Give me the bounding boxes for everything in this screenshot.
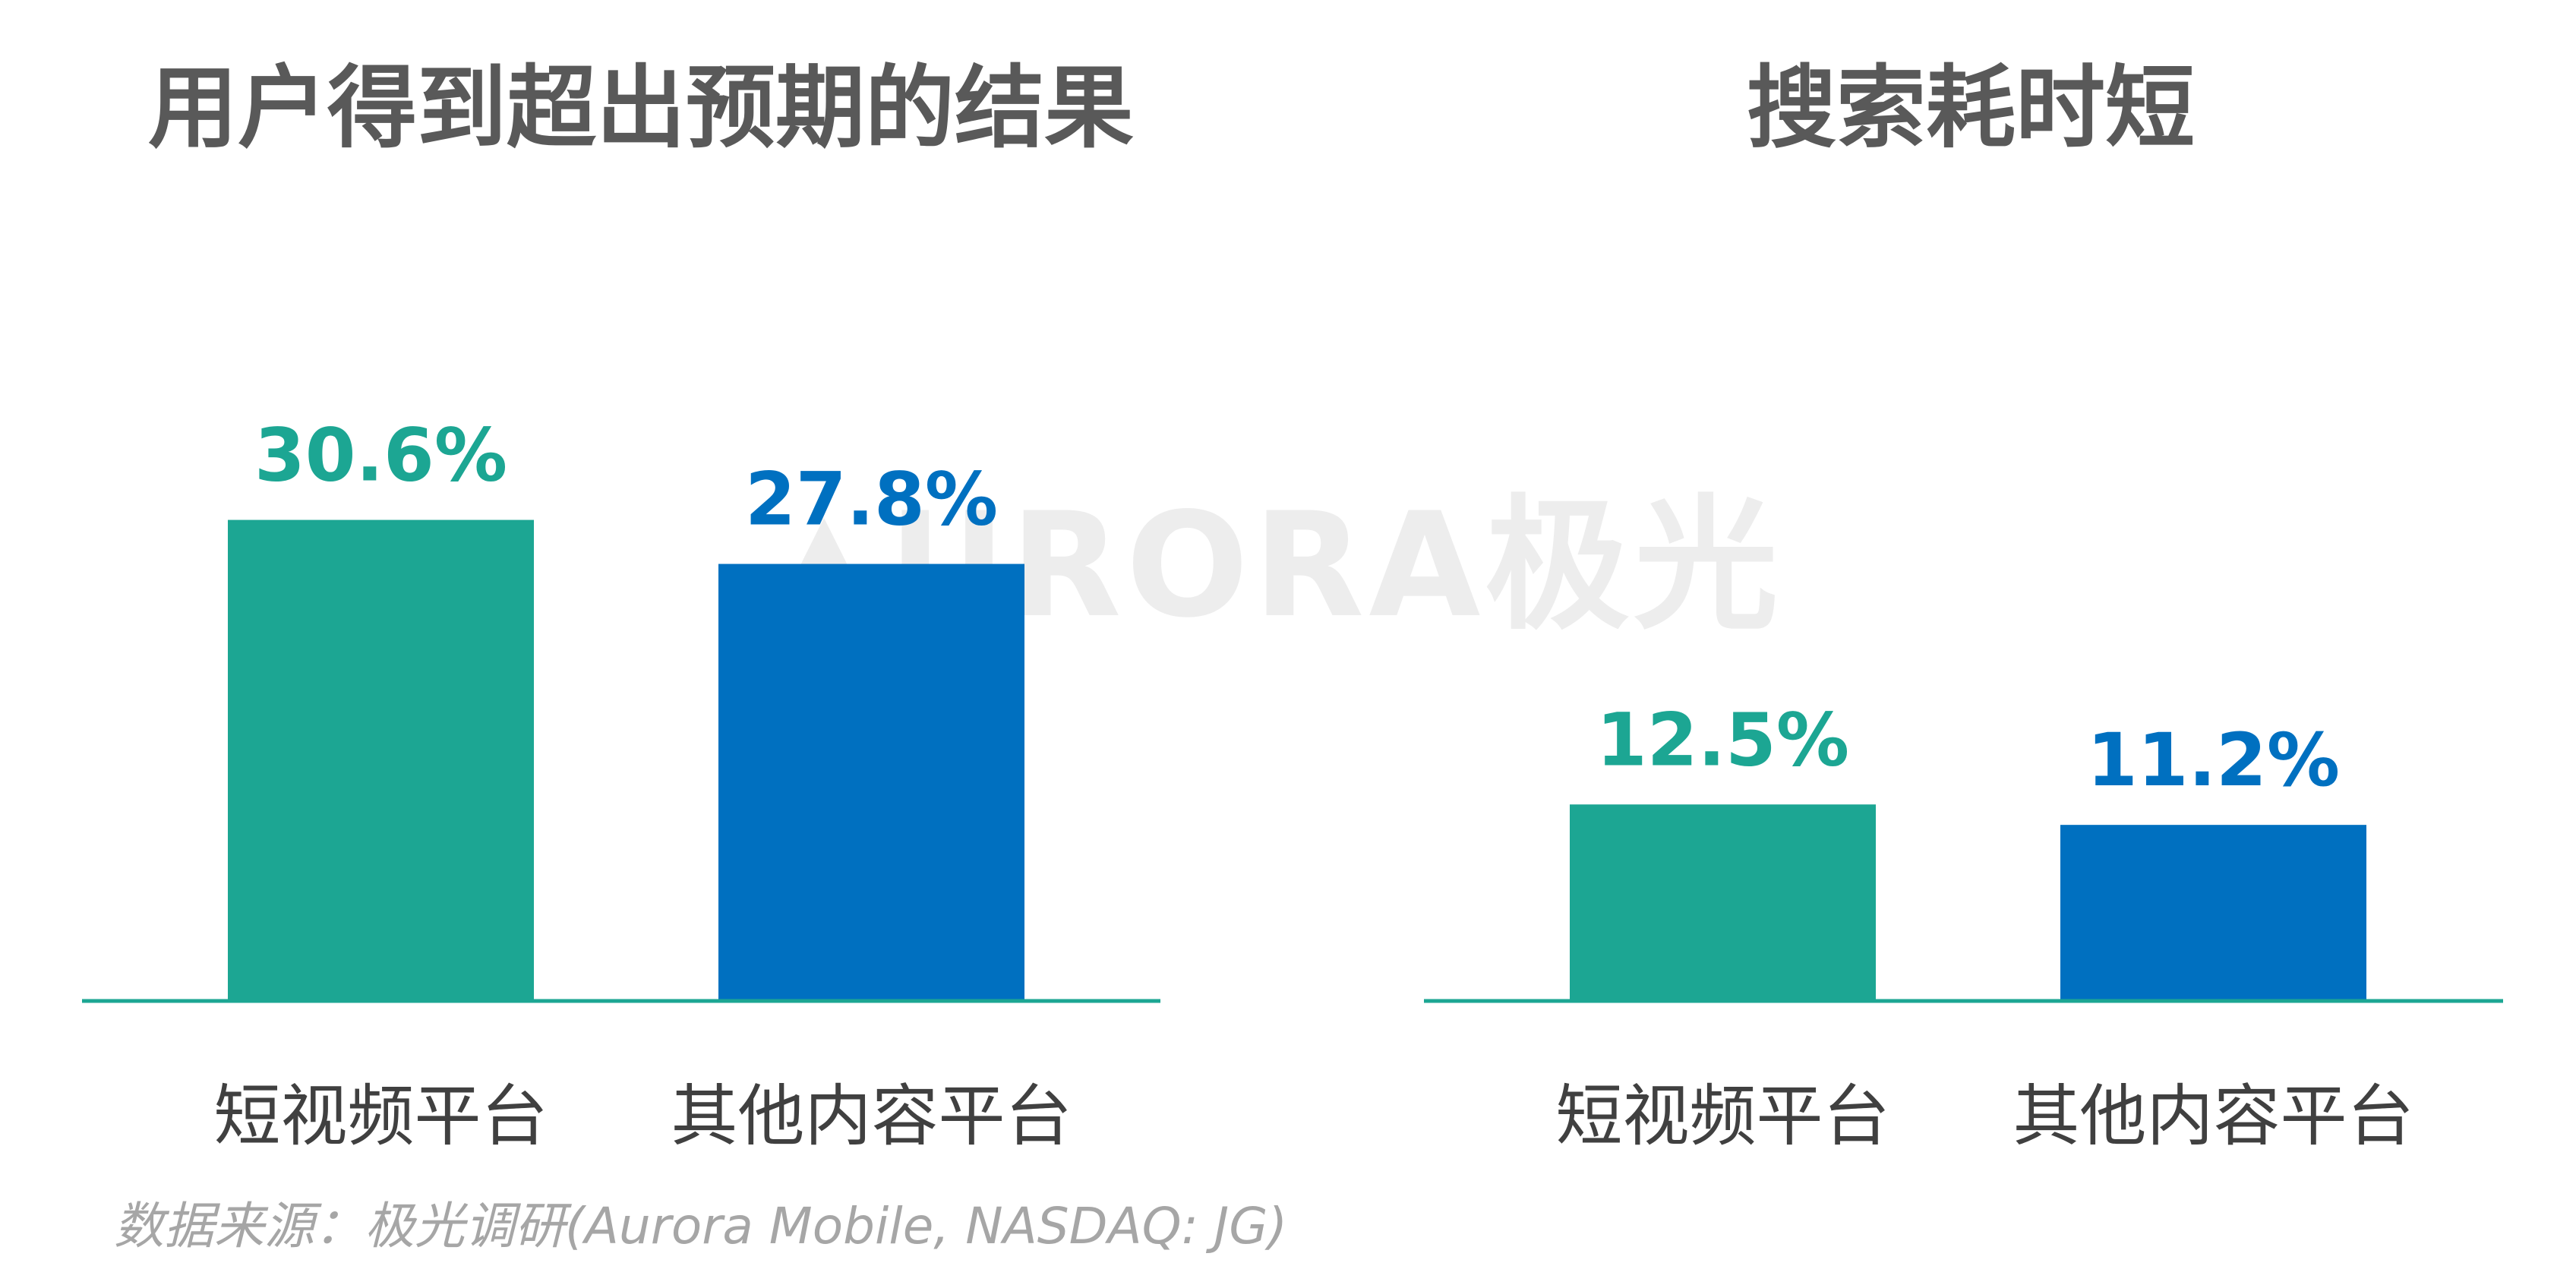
watermark: URORA极光 — [767, 494, 1782, 638]
bar-0-1 — [718, 564, 1024, 1001]
category-label-1-1: 其他内容平台 — [2012, 1077, 2413, 1155]
value-label-0-0: 30.6% — [254, 413, 507, 498]
value-label-1-0: 12.5% — [1596, 697, 1849, 782]
chart-title-left: 用户得到超出预期的结果 — [148, 55, 1135, 160]
chart-title-right: 搜索耗时短 — [1747, 55, 2196, 160]
value-label-0-1: 27.8% — [745, 457, 998, 542]
category-label-0-0: 短视频平台 — [213, 1077, 548, 1155]
category-label-0-1: 其他内容平台 — [671, 1077, 1072, 1155]
value-label-1-1: 11.2% — [2087, 718, 2340, 803]
bar-1-0 — [1570, 804, 1876, 1001]
category-label-1-0: 短视频平台 — [1555, 1077, 1889, 1155]
data-source-note: 数据来源：极光调研(Aurora Mobile, NASDAQ: JG) — [114, 1197, 1288, 1255]
bar-0-0 — [228, 519, 534, 1001]
bar-1-1 — [2060, 825, 2366, 1001]
watermark-text: URORA极光 — [889, 481, 1783, 649]
